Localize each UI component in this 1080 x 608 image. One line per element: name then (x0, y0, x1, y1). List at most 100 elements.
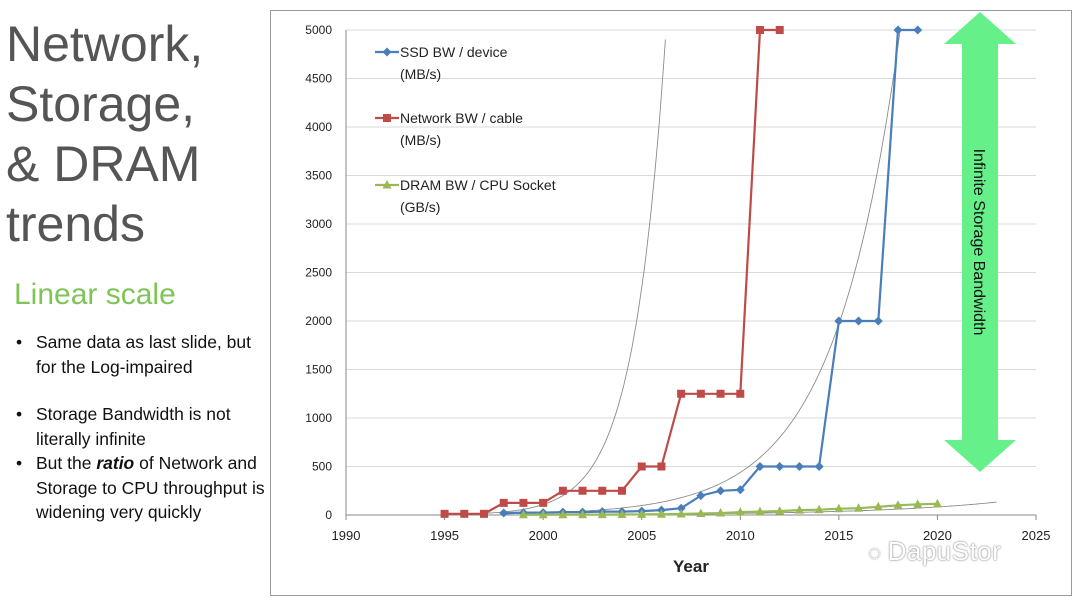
data-point-network (598, 486, 607, 495)
y-tick-label: 2500 (305, 266, 332, 280)
axes: 0 500 1000 1500 2000 2500 3000 3500 4000 4500 5000… (305, 23, 1050, 576)
y-tick-label: 0 (325, 508, 332, 522)
x-tick-label: 2005 (627, 528, 656, 543)
data-point-network (539, 498, 548, 507)
data-point-ssd (834, 316, 844, 326)
data-point-ssd (716, 486, 726, 496)
title-line-2: Storage, (6, 76, 196, 132)
data-point-dram (558, 509, 568, 519)
data-point-network (519, 498, 528, 507)
data-point-dram (716, 508, 726, 517)
data-point-dram (656, 509, 666, 518)
bullet-item: Storage Bandwidth is not literally infin… (14, 402, 272, 451)
data-point-dram (814, 504, 824, 514)
data-point-dram (617, 509, 627, 519)
legend-marker-network (383, 114, 391, 122)
data-point-dram (913, 499, 923, 508)
data-point-network (696, 389, 705, 398)
data-point-network (716, 389, 725, 398)
data-point-network (578, 486, 587, 495)
double-arrow (944, 12, 1016, 472)
subtitle: Linear scale (14, 278, 176, 311)
legend-unit: (MB/s) (400, 66, 441, 82)
data-point-ssd (755, 462, 765, 471)
series-line-dram (523, 502, 938, 516)
data-point-network (637, 462, 646, 471)
y-tick-label: 3000 (305, 217, 332, 231)
data-point-network (657, 462, 666, 471)
data-point-ssd (893, 25, 903, 35)
x-tick-label: 2025 (1022, 528, 1051, 543)
legend-marker-dram (382, 180, 392, 189)
y-tick-label: 4500 (305, 72, 332, 86)
data-point-network (775, 26, 784, 34)
legend-unit: (GB/s) (400, 199, 440, 215)
y-tick-label: 2000 (305, 314, 332, 328)
data-point-ssd (775, 462, 785, 471)
slide-title: Network, Storage, & DRAM trends (6, 14, 266, 254)
data-point-network (499, 498, 508, 507)
chart-frame (270, 10, 1072, 596)
x-axis-title: Year (673, 557, 709, 576)
data-point-ssd (913, 25, 923, 35)
x-tick-label: 1990 (332, 528, 361, 543)
x-tick-label: 2015 (824, 528, 853, 543)
series (440, 25, 942, 519)
data-point-dram (932, 498, 942, 508)
wechat-icon: ◌ (868, 540, 882, 565)
y-tick-label: 4000 (305, 120, 332, 134)
x-tick-label: 2000 (529, 528, 558, 543)
data-point-dram (755, 506, 765, 516)
x-tick-label: 1995 (430, 528, 459, 543)
data-point-network (756, 26, 764, 34)
data-point-network (736, 389, 745, 398)
data-point-ssd (676, 503, 686, 513)
data-point-dram (518, 509, 528, 519)
legend-unit: (MB/s) (400, 132, 441, 148)
data-point-network (460, 509, 469, 518)
legend: SSD BW / device (MB/s) Network BW / cable (… (375, 44, 556, 215)
bullet-text: But the (36, 453, 97, 473)
data-point-network (618, 486, 626, 495)
data-point-ssd (873, 316, 883, 326)
arrow-label: Infinite Storage Bandwidth (970, 149, 987, 336)
x-tick-label: 2010 (726, 528, 755, 543)
grid (346, 29, 1036, 467)
y-tick-label: 5000 (305, 23, 332, 37)
data-point-ssd (854, 316, 864, 326)
legend-marker-ssd (382, 47, 392, 57)
data-point-network (558, 486, 567, 495)
data-point-dram (854, 503, 864, 512)
data-point-dram (578, 509, 588, 519)
legend-label: Network BW / cable (400, 110, 523, 126)
title-line-4: trends (6, 196, 145, 252)
data-point-dram (794, 505, 804, 514)
bullet-emphasis: ratio (96, 453, 135, 473)
data-point-dram (696, 508, 706, 518)
legend-label: DRAM BW / CPU Socket (400, 177, 556, 193)
data-point-ssd (499, 508, 509, 518)
y-tick-label: 3500 (305, 169, 332, 183)
legend-label: SSD BW / device (400, 44, 508, 60)
bullet-item: Same data as last slide, but for the Log… (14, 330, 272, 379)
data-point-ssd (735, 485, 745, 495)
data-point-dram (676, 509, 686, 518)
data-point-ssd (696, 491, 706, 501)
series-line-ssd (503, 28, 918, 515)
data-point-dram (873, 501, 883, 511)
title-line-3: & DRAM (6, 136, 201, 192)
data-point-dram (538, 509, 548, 519)
y-tick-label: 1000 (305, 411, 332, 425)
watermark: ◌ DapuStor (868, 536, 1001, 567)
bullet-text: of Network and Storage to CPU throughput… (36, 453, 265, 522)
annotation: Infinite Storage Bandwidth (944, 12, 1016, 472)
y-tick-label: 500 (312, 460, 332, 474)
title-line-1: Network, (6, 16, 204, 72)
watermark-text: DapuStor (887, 536, 1002, 566)
data-point-dram (893, 500, 903, 509)
data-point-network (480, 509, 488, 518)
data-point-dram (597, 509, 607, 519)
bullet-item: But the ratio of Network and Storage to … (14, 451, 272, 525)
data-point-network (440, 509, 449, 518)
